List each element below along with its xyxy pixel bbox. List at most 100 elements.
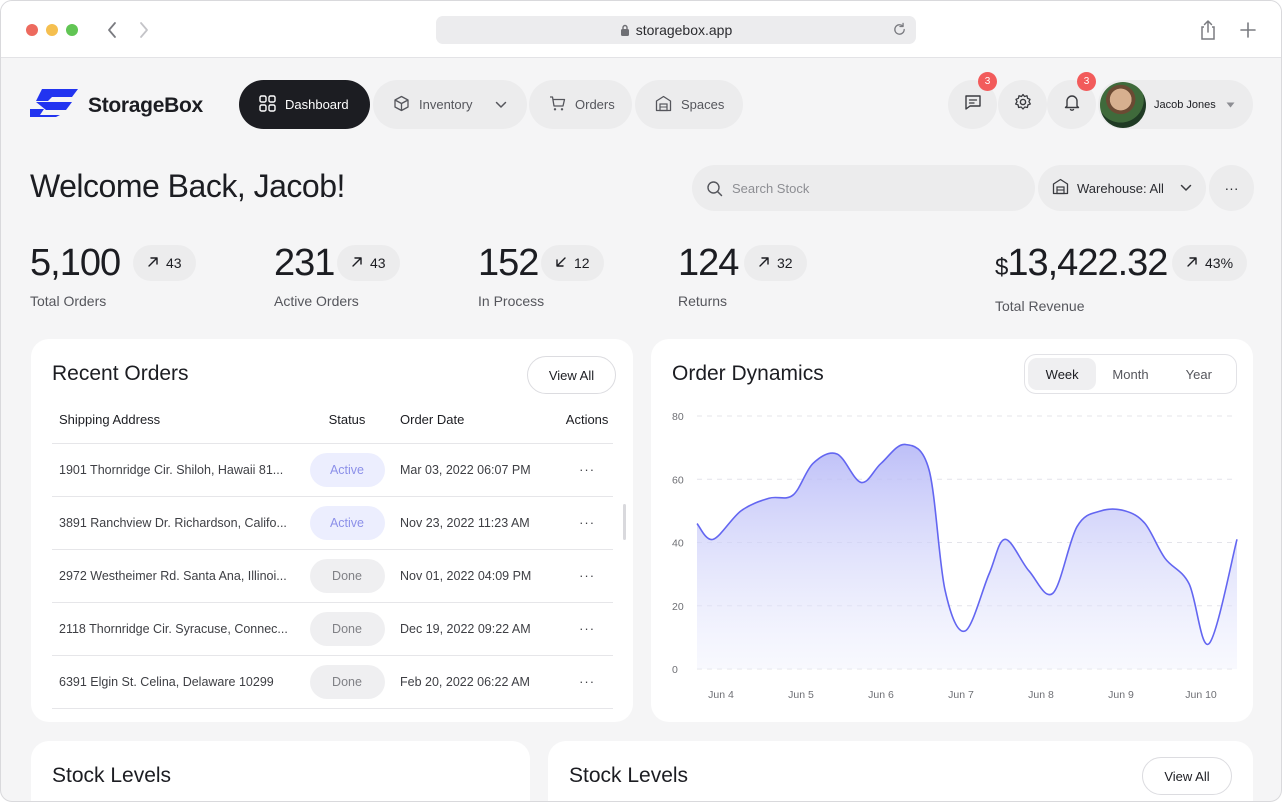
status-badge: Done [309, 664, 385, 699]
brand-logo[interactable]: StorageBox [30, 89, 203, 122]
y-tick-label: 80 [672, 411, 684, 423]
nav-inventory-label: Inventory [419, 97, 473, 112]
zoom-window-button[interactable] [66, 24, 78, 36]
stat-label: Active Orders [274, 293, 359, 309]
forward-arrow-icon[interactable] [134, 19, 154, 41]
user-menu[interactable]: Jacob Jones [1098, 80, 1253, 129]
column-header[interactable]: Order Date [392, 397, 562, 444]
messages-badge: 3 [978, 72, 997, 91]
messages-button[interactable]: 3 [948, 72, 997, 129]
cart-icon [549, 95, 566, 115]
reload-icon[interactable] [892, 22, 907, 37]
arrow-up-right-icon [758, 255, 770, 271]
card-title: Recent Orders [52, 362, 189, 385]
bell-icon [1063, 93, 1081, 116]
notifications-button[interactable]: 3 [1047, 72, 1096, 129]
row-actions-button[interactable]: ··· [561, 602, 613, 656]
stat-delta-value: 43 [166, 255, 182, 271]
period-week[interactable]: Week [1028, 358, 1097, 390]
stock-levels-card-left: Stock Levels [31, 741, 530, 801]
column-header[interactable]: Status [302, 397, 392, 444]
settings-button[interactable] [998, 80, 1047, 129]
series-line[interactable] [696, 443, 1238, 645]
order-dynamics-card: Order Dynamics Week Month Year 0 20 40 60 80… [651, 339, 1253, 722]
area-fill [697, 444, 1237, 669]
stat-value: 5,100 [30, 242, 121, 284]
orders-table: Shipping Address Status Order Date Actio… [52, 397, 613, 709]
share-icon[interactable] [1197, 19, 1219, 41]
currency-symbol: $ [995, 254, 1008, 281]
chat-icon [964, 93, 982, 116]
nav-orders-label: Orders [575, 97, 615, 112]
close-window-button[interactable] [26, 24, 38, 36]
row-actions-button[interactable]: ··· [561, 549, 613, 603]
column-header[interactable]: Shipping Address [52, 397, 302, 444]
row-actions-button[interactable]: ··· [561, 655, 613, 709]
chevron-down-icon [495, 101, 507, 109]
shipping-address: 2118 Thornridge Cir. Syracuse, Connec... [52, 602, 302, 656]
stat-delta: 43% [1172, 245, 1248, 281]
back-arrow-icon[interactable] [102, 19, 122, 41]
table-row[interactable]: 2118 Thornridge Cir. Syracuse, Connec...… [52, 602, 613, 656]
stat-label: Total Orders [30, 293, 107, 309]
table-row[interactable]: 2972 Westheimer Rd. Santa Ana, Illinoi..… [52, 549, 613, 603]
warehouse-select[interactable]: Warehouse: All [1038, 165, 1206, 211]
arrow-up-right-icon [147, 255, 159, 271]
stat-delta-value: 12 [574, 255, 590, 271]
warehouse-icon [1052, 178, 1069, 198]
arrow-up-right-icon [1186, 255, 1198, 271]
stat-delta-value: 32 [777, 255, 793, 271]
lock-icon [620, 24, 630, 36]
stock-levels-card-right: Stock Levels View All [548, 741, 1253, 801]
nav-orders[interactable]: Orders [529, 80, 632, 129]
x-tick-label: Jun 6 [868, 689, 894, 701]
view-all-button[interactable]: View All [527, 356, 616, 394]
nav-spaces-label: Spaces [681, 97, 725, 112]
user-name: Jacob Jones [1154, 98, 1216, 111]
row-actions-button[interactable]: ··· [561, 496, 613, 550]
table-row[interactable]: 6391 Elgin St. Celina, Delaware 10299 Do… [52, 655, 613, 709]
nav-dashboard[interactable]: Dashboard [239, 80, 370, 129]
nav-spaces[interactable]: Spaces [635, 80, 743, 129]
stat-delta-value: 43 [370, 255, 386, 271]
order-date: Mar 03, 2022 06:07 PM [392, 443, 562, 497]
status-badge: Done [309, 611, 385, 646]
status-badge: Active [309, 505, 385, 540]
stat-delta: 32 [744, 245, 807, 281]
minimize-window-button[interactable] [46, 24, 58, 36]
nav-inventory[interactable]: Inventory [373, 80, 527, 129]
brand-name: StorageBox [88, 93, 203, 117]
table-header-row: Shipping Address Status Order Date Actio… [52, 397, 613, 444]
avatar [1100, 81, 1146, 128]
view-all-button[interactable]: View All [1142, 757, 1232, 795]
stat-label: Returns [678, 293, 728, 309]
stat-delta-value: 43% [1205, 255, 1234, 271]
table-row[interactable]: 1901 Thornridge Cir. Shiloh, Hawaii 81..… [52, 443, 613, 497]
gear-icon [1014, 93, 1032, 116]
row-actions-button[interactable]: ··· [561, 443, 613, 497]
card-title: Stock Levels [52, 764, 172, 787]
card-title: Stock Levels [569, 764, 689, 787]
table-scrollbar[interactable] [623, 504, 626, 540]
status-cell: Active [302, 443, 392, 497]
shipping-address: 2972 Westheimer Rd. Santa Ana, Illinoi..… [52, 549, 302, 603]
period-month[interactable]: Month [1112, 366, 1149, 382]
stat-label: In Process [478, 293, 545, 309]
column-header[interactable]: Actions [561, 397, 613, 444]
y-tick-label: 20 [672, 601, 684, 613]
shipping-address: 1901 Thornridge Cir. Shiloh, Hawaii 81..… [52, 443, 302, 497]
table-row[interactable]: 3891 Ranchview Dr. Richardson, Califo...… [52, 496, 613, 550]
period-year[interactable]: Year [1185, 366, 1212, 382]
stat-in-process: 152 In Process [478, 241, 544, 309]
browser-toolbar: storagebox.app [1, 1, 1281, 58]
stat-value: 231 [274, 242, 335, 284]
address-bar[interactable]: storagebox.app [436, 16, 916, 44]
stat-value: 152 [478, 242, 539, 284]
status-cell: Done [302, 602, 392, 656]
search-input[interactable]: Search Stock [692, 165, 1035, 211]
x-tick-label: Jun 8 [1028, 689, 1054, 701]
more-options-button[interactable]: ··· [1209, 165, 1254, 211]
box-icon [393, 95, 410, 115]
new-tab-icon[interactable] [1237, 19, 1259, 41]
